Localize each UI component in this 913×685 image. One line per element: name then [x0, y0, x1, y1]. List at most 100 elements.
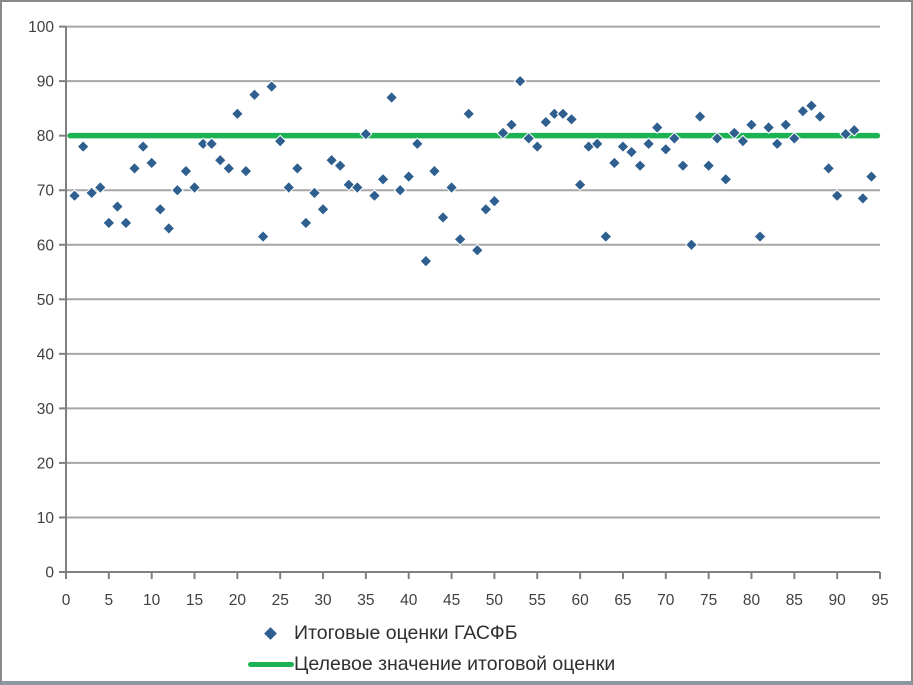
x-tick-label: 10	[143, 592, 161, 609]
legend-marker-col	[247, 662, 294, 667]
data-point-marker	[85, 186, 99, 200]
x-tick-label: 40	[400, 592, 418, 609]
data-point-marker	[393, 183, 407, 197]
data-point-marker	[839, 127, 853, 141]
y-tick-label: 90	[37, 74, 55, 91]
data-point-marker	[659, 142, 673, 156]
data-point-marker	[676, 159, 690, 173]
data-point-marker	[744, 118, 758, 132]
x-tick-label: 5	[105, 592, 114, 609]
data-point-marker	[153, 202, 167, 216]
line-marker-icon	[247, 662, 294, 667]
data-point-marker	[196, 137, 210, 151]
data-point-marker	[642, 137, 656, 151]
x-tick-label: 70	[657, 592, 675, 609]
data-point-marker	[239, 164, 253, 178]
x-tick-label: 30	[314, 592, 332, 609]
data-point-marker	[230, 107, 244, 121]
data-point-marker	[864, 170, 878, 184]
data-point-marker	[513, 74, 527, 88]
data-point-marker	[616, 140, 630, 154]
y-tick-label: 20	[37, 455, 55, 472]
data-point-marker	[727, 126, 741, 140]
data-point-marker	[479, 202, 493, 216]
diamond-marker-icon	[264, 627, 277, 640]
data-point-marker	[505, 118, 519, 132]
x-tick-label: 15	[186, 592, 203, 609]
data-point-marker	[128, 161, 142, 175]
data-point-marker	[367, 189, 381, 203]
y-tick-label: 30	[37, 401, 55, 418]
x-tick-label: 85	[786, 592, 803, 609]
data-point-marker	[119, 216, 133, 230]
y-tick-label: 70	[37, 183, 55, 200]
data-point-marker	[779, 118, 793, 132]
data-point-marker	[856, 191, 870, 205]
y-tick-label: 100	[28, 19, 54, 36]
data-point-marker	[599, 230, 613, 244]
data-point-marker	[796, 104, 810, 118]
data-point-marker	[222, 161, 236, 175]
data-point-marker	[205, 137, 219, 151]
data-point-marker	[487, 194, 501, 208]
data-point-marker	[556, 107, 570, 121]
legend: Итоговые оценки ГАСФБ Целевое значение и…	[247, 618, 615, 680]
data-point-marker	[565, 112, 579, 126]
data-point-marker	[333, 159, 347, 173]
data-point-marker	[385, 90, 399, 105]
x-tick-label: 90	[829, 592, 847, 609]
data-point-marker	[547, 107, 561, 121]
data-point-marker	[530, 140, 544, 154]
x-tick-label: 0	[62, 592, 71, 609]
data-point-marker	[496, 126, 510, 140]
legend-label-target: Целевое значение итоговой оценки	[294, 652, 616, 675]
x-tick-label: 25	[272, 592, 289, 609]
data-point-marker	[822, 161, 836, 175]
data-point-marker	[307, 186, 321, 200]
y-tick-label: 0	[45, 565, 54, 582]
data-point-marker	[265, 80, 279, 94]
data-point-marker	[693, 110, 707, 124]
x-tick-label: 80	[743, 592, 761, 609]
data-point-marker	[590, 137, 604, 151]
x-tick-label: 95	[871, 592, 888, 609]
data-point-marker	[813, 110, 827, 124]
data-point-marker	[770, 137, 784, 151]
data-point-marker	[436, 210, 450, 224]
data-point-marker	[702, 159, 716, 173]
data-point-marker	[539, 115, 553, 129]
data-point-marker	[350, 180, 364, 195]
data-point-marker	[650, 120, 664, 135]
data-point-marker	[847, 123, 861, 137]
data-point-marker	[607, 156, 621, 170]
data-point-marker	[667, 131, 681, 145]
y-tick-label: 40	[37, 346, 55, 363]
data-point-marker	[427, 164, 441, 178]
data-point-marker	[719, 172, 733, 186]
data-point-marker	[787, 131, 801, 145]
x-tick-label: 75	[700, 592, 717, 609]
legend-marker-col	[247, 627, 294, 640]
data-point-marker	[376, 172, 390, 186]
data-point-marker	[633, 159, 647, 173]
x-tick-label: 50	[486, 592, 504, 609]
data-point-marker	[188, 180, 202, 195]
x-tick-label: 20	[229, 592, 247, 609]
data-point-marker	[419, 254, 433, 268]
data-point-marker	[736, 134, 750, 148]
y-tick-label: 10	[37, 510, 55, 527]
data-point-marker	[325, 153, 339, 167]
data-point-marker	[179, 164, 193, 178]
data-point-marker	[247, 88, 262, 102]
data-point-marker	[93, 180, 107, 195]
data-point-marker	[470, 243, 484, 257]
data-point-marker	[342, 178, 356, 192]
data-point-marker	[359, 127, 373, 141]
y-tick-label: 60	[37, 237, 55, 254]
data-point-marker	[213, 153, 227, 167]
legend-item-target: Целевое значение итоговой оценки	[247, 649, 615, 680]
x-tick-label: 35	[357, 592, 374, 609]
data-point-marker	[453, 232, 467, 246]
